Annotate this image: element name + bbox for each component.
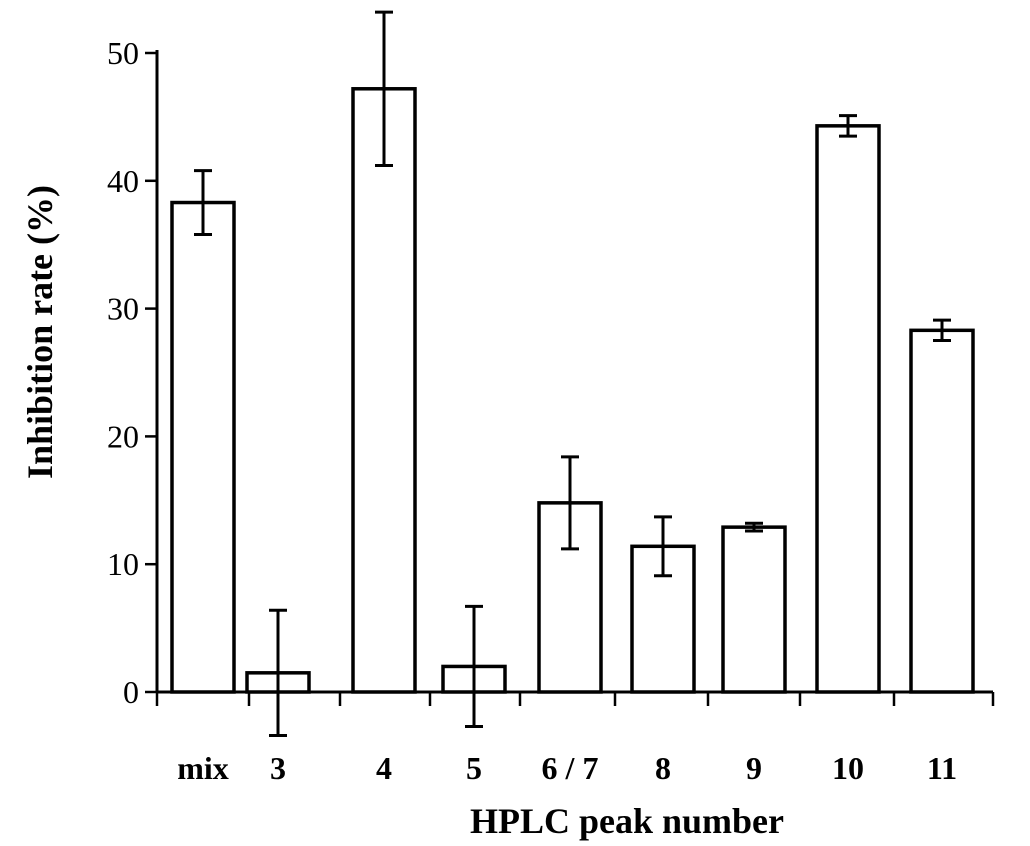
x-tick-label: 11 — [927, 750, 957, 786]
x-tick-label: 4 — [376, 750, 392, 786]
x-tick-label: 3 — [270, 750, 286, 786]
x-tick-label: mix — [177, 750, 229, 786]
y-tick-label: 30 — [107, 291, 139, 327]
bar-9 — [721, 525, 787, 694]
x-tick-label: 9 — [746, 750, 762, 786]
y-tick-label: 10 — [107, 546, 139, 582]
x-tick-label: 6 / 7 — [542, 750, 599, 786]
axes-group — [155, 50, 993, 694]
y-ticks-group: 0 10 20 30 40 50 — [107, 35, 157, 710]
bar-10 — [815, 124, 881, 694]
error-bars-group — [194, 10, 951, 737]
y-tick-label: 40 — [107, 163, 139, 199]
y-tick-label: 50 — [107, 35, 139, 71]
x-tick-label: 10 — [832, 750, 864, 786]
x-ticks-group: mix 3 4 5 6 / 7 8 9 10 11 — [155, 692, 995, 786]
bar-4 — [351, 87, 417, 694]
x-tick-label: 5 — [466, 750, 482, 786]
y-axis-title: Inhibition rate (%) — [20, 185, 60, 479]
y-tick-label: 20 — [107, 418, 139, 454]
bar-mix — [170, 200, 236, 694]
bars-group — [170, 87, 975, 694]
y-tick-label: 0 — [123, 674, 139, 710]
bar-11 — [909, 328, 975, 694]
x-axis-title: HPLC peak number — [470, 801, 784, 841]
x-tick-label: 8 — [655, 750, 671, 786]
